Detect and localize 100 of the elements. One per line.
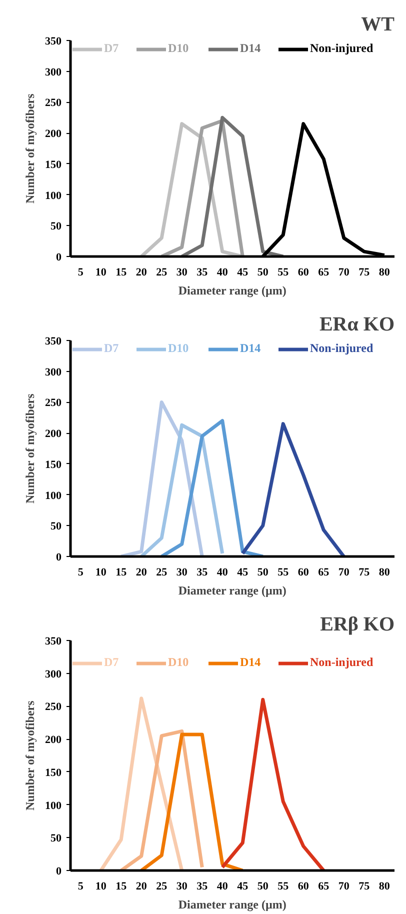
x-tick-label: 65 xyxy=(318,566,330,578)
legend-label: D10 xyxy=(168,655,189,670)
x-tick-label: 50 xyxy=(257,880,269,892)
y-tick-label: 200 xyxy=(45,128,62,140)
line-series xyxy=(160,118,244,256)
y-tick-label: 300 xyxy=(45,66,62,78)
x-tick-label: 20 xyxy=(136,880,148,892)
x-axis-title: Diameter range (µm) xyxy=(178,898,286,912)
y-tick-label: 50 xyxy=(50,832,62,845)
chart-title: WT xyxy=(361,14,396,36)
x-tick-label: 70 xyxy=(338,566,350,578)
y-tick-label: 150 xyxy=(45,766,62,779)
x-tick-label: 40 xyxy=(216,566,228,578)
x-tick-label: 20 xyxy=(136,566,148,578)
x-tick-label: 25 xyxy=(156,266,168,278)
legend-label: D7 xyxy=(104,655,120,670)
x-tick-label: 15 xyxy=(116,880,128,892)
y-tick-label: 50 xyxy=(50,220,62,233)
x-tick-label: 5 xyxy=(78,880,84,892)
y-tick-label: 150 xyxy=(45,458,62,471)
line-series xyxy=(140,423,224,556)
legend-label: D10 xyxy=(168,41,189,56)
y-tick-label: 350 xyxy=(45,36,62,48)
line-series xyxy=(240,422,346,556)
legend-label: Non-injured xyxy=(310,41,374,56)
chart-title: ERα KO xyxy=(319,314,395,336)
x-tick-label: 60 xyxy=(298,266,310,278)
line-series xyxy=(99,696,184,870)
legend-label: D14 xyxy=(240,41,261,56)
legend-label: D7 xyxy=(104,41,120,56)
y-tick-label: 0 xyxy=(56,552,62,564)
y-tick-label: 250 xyxy=(45,97,62,110)
y-tick-label: 100 xyxy=(45,190,62,202)
x-tick-label: 45 xyxy=(237,880,249,892)
x-tick-label: 30 xyxy=(176,880,188,892)
legend-label: D14 xyxy=(240,341,261,356)
x-tick-label: 30 xyxy=(176,566,188,578)
x-tick-label: 10 xyxy=(95,266,107,278)
x-tick-label: 50 xyxy=(257,566,269,578)
y-tick-label: 350 xyxy=(45,336,62,348)
y-tick-label: 0 xyxy=(56,252,62,264)
x-tick-label: 25 xyxy=(156,566,168,578)
x-tick-label: 40 xyxy=(216,266,228,278)
line-series xyxy=(220,698,326,870)
y-axis-title: Number of myofibers xyxy=(23,700,37,810)
line-series xyxy=(160,418,265,556)
x-tick-label: 70 xyxy=(338,880,350,892)
x-tick-label: 55 xyxy=(278,566,290,578)
y-tick-label: 300 xyxy=(45,366,62,378)
y-tick-label: 50 xyxy=(50,520,62,533)
x-tick-label: 75 xyxy=(358,266,370,278)
x-tick-label: 80 xyxy=(378,266,390,278)
legend-label: D10 xyxy=(168,341,189,356)
x-tick-label: 70 xyxy=(338,266,350,278)
y-axis-title: Number of myofibers xyxy=(23,93,37,204)
x-tick-label: 30 xyxy=(176,266,188,278)
line-series xyxy=(119,729,204,870)
x-tick-label: 45 xyxy=(237,266,249,278)
x-tick-label: 55 xyxy=(278,266,290,278)
legend-label: Non-injured xyxy=(310,341,374,356)
y-tick-label: 300 xyxy=(45,668,62,680)
y-tick-label: 350 xyxy=(45,636,62,648)
y-tick-label: 250 xyxy=(45,701,62,714)
x-tick-label: 60 xyxy=(298,880,310,892)
y-tick-label: 100 xyxy=(45,490,62,502)
x-tick-label: 20 xyxy=(136,266,148,278)
x-tick-label: 10 xyxy=(95,880,107,892)
line-series xyxy=(180,116,285,256)
y-tick-label: 0 xyxy=(56,866,62,878)
x-tick-label: 60 xyxy=(298,566,310,578)
x-tick-label: 5 xyxy=(78,266,84,278)
legend-label: Non-injured xyxy=(310,655,374,670)
x-tick-label: 25 xyxy=(156,880,168,892)
x-tick-label: 40 xyxy=(216,880,228,892)
x-tick-label: 45 xyxy=(237,566,249,578)
x-tick-label: 15 xyxy=(116,266,128,278)
y-tick-label: 250 xyxy=(45,397,62,410)
chart-title: ERβ KO xyxy=(320,614,395,636)
line-series xyxy=(119,400,204,556)
y-tick-label: 200 xyxy=(45,428,62,440)
x-tick-label: 55 xyxy=(278,880,290,892)
x-tick-label: 80 xyxy=(378,566,390,578)
x-tick-label: 65 xyxy=(318,880,330,892)
legend-label: D14 xyxy=(240,655,261,670)
y-tick-label: 100 xyxy=(45,800,62,812)
x-tick-label: 75 xyxy=(358,566,370,578)
x-tick-label: 80 xyxy=(378,880,390,892)
y-tick-label: 200 xyxy=(45,734,62,746)
x-tick-label: 65 xyxy=(318,266,330,278)
x-axis-title: Diameter range (µm) xyxy=(178,584,286,598)
y-tick-label: 150 xyxy=(45,158,62,171)
x-tick-label: 10 xyxy=(95,566,107,578)
x-tick-label: 15 xyxy=(116,566,128,578)
x-tick-label: 75 xyxy=(358,880,370,892)
x-tick-label: 35 xyxy=(196,566,208,578)
x-tick-label: 50 xyxy=(257,266,269,278)
y-axis-title: Number of myofibers xyxy=(23,393,37,504)
x-tick-label: 35 xyxy=(196,880,208,892)
x-tick-label: 35 xyxy=(196,266,208,278)
legend-label: D7 xyxy=(104,341,120,356)
